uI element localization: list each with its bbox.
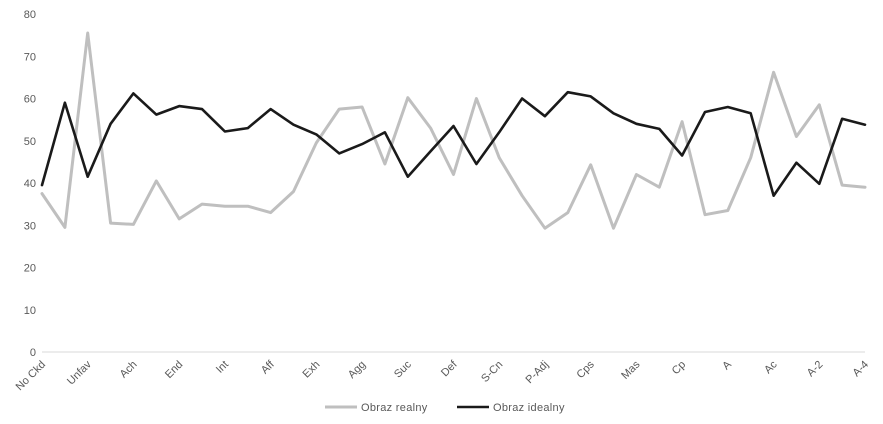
x-tick-label: P-Adj [524,359,552,387]
x-tick-label: Def [439,358,460,379]
y-tick-label: 70 [24,51,36,63]
x-tick-label: Mas [619,358,643,382]
series-lines [40,31,867,230]
legend-label: Obraz idealny [493,402,565,414]
y-tick-label: 80 [24,9,36,21]
x-tick-label: A-2 [805,359,826,380]
y-tick-label: 50 [24,136,36,148]
x-tick-label: A [720,358,734,372]
x-tick-label: Cps [574,358,597,381]
x-tick-label: Ac [762,358,780,376]
x-tick-label: Unfav [65,358,94,387]
series-line-obraz-realny [40,31,867,230]
y-tick-label: 30 [24,220,36,232]
y-tick-label: 0 [30,347,36,359]
x-tick-label: No Ckd [14,359,48,393]
y-tick-label: 10 [24,305,36,317]
x-tick-label: Exh [301,359,323,381]
x-tick-label: S-Cn [479,359,505,385]
x-tick-label: End [163,359,185,381]
x-tick-label: Agg [346,359,368,381]
x-tick-label: Ach [118,359,140,381]
legend: Obraz realny Obraz idealny [325,402,565,414]
y-tick-label: 20 [24,263,36,275]
x-tick-label: Cp [670,359,688,377]
x-tick-label: Aff [259,358,278,377]
legend-label: Obraz realny [361,402,428,414]
y-tick-label: 60 [24,94,36,106]
y-tick-label: 40 [24,178,36,190]
x-tick-label: A-4 [851,359,872,380]
series-line-obraz-idealny [40,90,867,197]
x-tick-label: Int [214,359,231,376]
x-axis-labels: No Ckd Unfav Ach End Int Aff Exh Agg Suc Def S-Cn P… [14,358,871,393]
y-axis-labels: 0 10 20 30 40 50 60 70 80 [24,9,36,359]
x-tick-label: Suc [392,358,414,380]
